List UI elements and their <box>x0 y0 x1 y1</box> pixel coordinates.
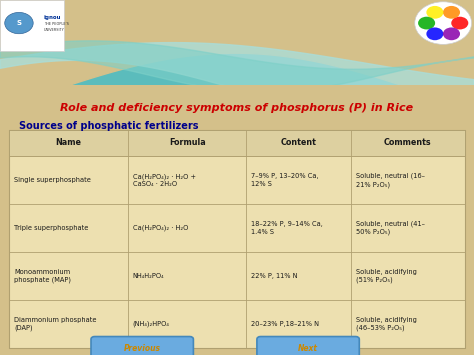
Text: Content: Content <box>281 138 317 147</box>
Circle shape <box>443 27 460 40</box>
Text: 7–9% P, 13–20% Ca,
12% S: 7–9% P, 13–20% Ca, 12% S <box>251 173 319 187</box>
Polygon shape <box>0 85 474 355</box>
Circle shape <box>443 6 460 19</box>
Text: Role and deficiency symptoms of phosphorus (P) in Rice: Role and deficiency symptoms of phosphor… <box>61 103 413 113</box>
Text: ignou: ignou <box>44 15 61 20</box>
Text: Sources of phosphatic fertilizers: Sources of phosphatic fertilizers <box>19 121 199 131</box>
Circle shape <box>415 2 472 44</box>
Text: Soluble, neutral (16–
21% P₂O₅): Soluble, neutral (16– 21% P₂O₅) <box>356 173 425 187</box>
Text: Single superphosphate: Single superphosphate <box>14 177 91 183</box>
FancyBboxPatch shape <box>9 130 465 348</box>
Text: Diammonium phosphate
(DAP): Diammonium phosphate (DAP) <box>14 317 97 331</box>
Text: Soluble, acidifying
(46–53% P₂O₅): Soluble, acidifying (46–53% P₂O₅) <box>356 317 416 331</box>
Text: NH₄H₂PO₄: NH₄H₂PO₄ <box>133 273 164 279</box>
Circle shape <box>427 6 444 19</box>
FancyBboxPatch shape <box>9 130 465 156</box>
Text: Monoammonium
phosphate (MAP): Monoammonium phosphate (MAP) <box>14 269 71 283</box>
Text: S: S <box>17 20 21 26</box>
Circle shape <box>5 12 33 34</box>
Text: 20–23% P,18–21% N: 20–23% P,18–21% N <box>251 321 319 327</box>
Polygon shape <box>0 0 474 96</box>
FancyBboxPatch shape <box>91 337 193 355</box>
Circle shape <box>427 27 443 40</box>
FancyBboxPatch shape <box>0 0 64 51</box>
Circle shape <box>451 17 468 29</box>
Circle shape <box>418 17 435 29</box>
Text: Soluble, acidifying
(51% P₂O₅): Soluble, acidifying (51% P₂O₅) <box>356 269 416 283</box>
Text: Formula: Formula <box>169 138 206 147</box>
Text: Next: Next <box>298 344 318 353</box>
Text: Ca(H₂PO₄)₂ · H₂O: Ca(H₂PO₄)₂ · H₂O <box>133 225 188 231</box>
Text: THE PEOPLE'S: THE PEOPLE'S <box>44 22 68 26</box>
Text: Comments: Comments <box>384 138 431 147</box>
Text: Soluble, neutral (41–
50% P₂O₅): Soluble, neutral (41– 50% P₂O₅) <box>356 221 425 235</box>
FancyBboxPatch shape <box>257 337 359 355</box>
Text: Name: Name <box>56 138 82 147</box>
Text: (NH₄)₂HPO₄: (NH₄)₂HPO₄ <box>133 321 170 327</box>
Text: UNIVERSITY: UNIVERSITY <box>44 28 64 32</box>
Text: 18–22% P, 9–14% Ca,
1.4% S: 18–22% P, 9–14% Ca, 1.4% S <box>251 221 323 235</box>
Text: Previous: Previous <box>124 344 161 353</box>
Text: 22% P, 11% N: 22% P, 11% N <box>251 273 298 279</box>
Text: Ca(H₂PO₄)₂ · H₂O +
CaSO₄ · 2H₂O: Ca(H₂PO₄)₂ · H₂O + CaSO₄ · 2H₂O <box>133 173 196 187</box>
Text: Triple superphosphate: Triple superphosphate <box>14 225 89 231</box>
